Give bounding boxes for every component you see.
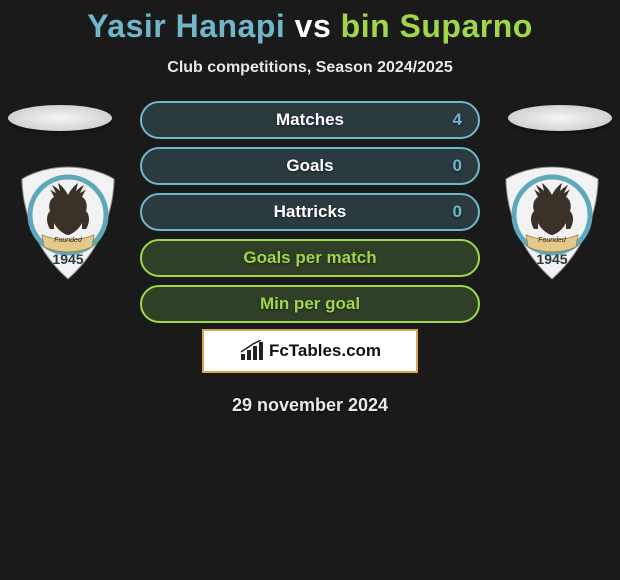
stat-label: Min per goal — [260, 294, 360, 314]
page-title: Yasir Hanapi vs bin Suparno — [0, 0, 620, 45]
svg-text:1945: 1945 — [536, 251, 567, 267]
brand-text: FcTables.com — [269, 341, 381, 361]
stat-bar-goals: Goals 0 — [140, 147, 480, 185]
stat-label: Goals per match — [243, 248, 376, 268]
svg-text:1945: 1945 — [52, 251, 83, 267]
club-crest-right: Founded 1945 — [502, 165, 602, 281]
svg-text:Founded: Founded — [54, 237, 83, 244]
vs-label: vs — [295, 8, 332, 44]
stat-bar-min-per-goal: Min per goal — [140, 285, 480, 323]
stat-bar-goals-per-match: Goals per match — [140, 239, 480, 277]
flag-right — [508, 105, 612, 131]
stat-bars: Matches 4 Goals 0 Hattricks 0 Goals per match M… — [140, 101, 480, 331]
player1-name: Yasir Hanapi — [87, 8, 285, 44]
stat-label: Goals — [286, 156, 333, 176]
stat-value: 0 — [453, 156, 462, 176]
stat-label: Matches — [276, 110, 344, 130]
stat-bar-hattricks: Hattricks 0 — [140, 193, 480, 231]
bars-icon — [239, 340, 265, 362]
comparison-panel: Founded 1945 Founded 1945 Matches 4 Goals 0… — [0, 105, 620, 325]
stat-label: Hattricks — [274, 202, 347, 222]
stat-value: 0 — [453, 202, 462, 222]
date-label: 29 november 2024 — [0, 395, 620, 416]
stat-value: 4 — [453, 110, 462, 130]
stat-bar-matches: Matches 4 — [140, 101, 480, 139]
flag-left — [8, 105, 112, 131]
subtitle: Club competitions, Season 2024/2025 — [0, 59, 620, 77]
svg-text:Founded: Founded — [538, 237, 567, 244]
brand-badge[interactable]: FcTables.com — [202, 329, 418, 373]
club-crest-left: Founded 1945 — [18, 165, 118, 281]
player2-name: bin Suparno — [341, 8, 533, 44]
